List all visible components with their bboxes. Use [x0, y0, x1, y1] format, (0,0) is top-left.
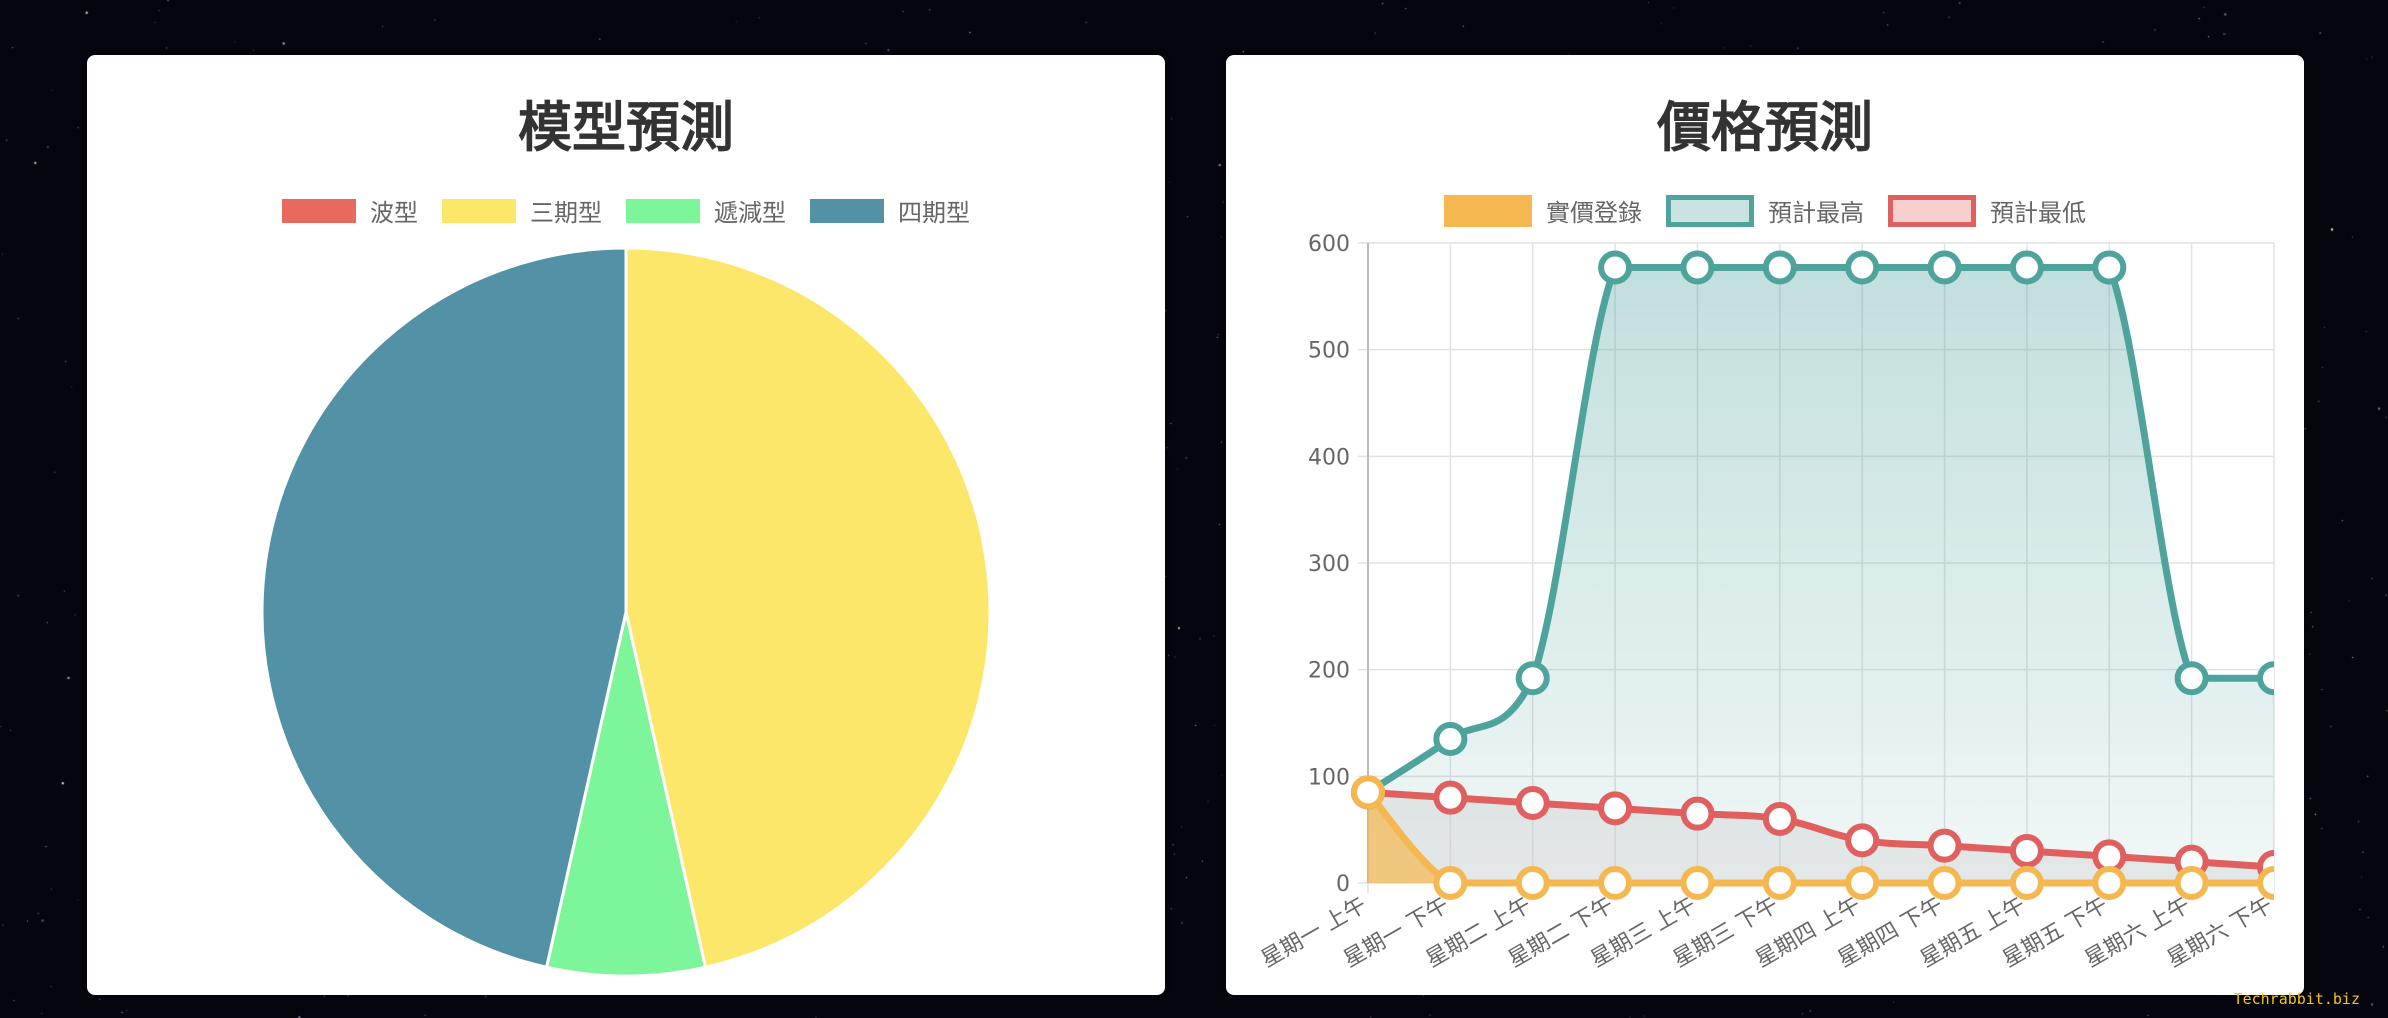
legend-label: 三期型 [530, 199, 602, 227]
legend-label: 遞減型 [714, 199, 786, 227]
pie-chart [260, 246, 992, 978]
pie-slice[interactable] [544, 611, 708, 978]
legend-label: 波型 [370, 199, 418, 227]
line-legend-item[interactable]: 預計最高 [1666, 193, 1864, 228]
pie-chart-legend: 波型 三期型 遞減型 四期型 [87, 193, 1165, 228]
pie-legend-item[interactable]: 遞減型 [626, 193, 786, 228]
y-tick-label: 100 [1308, 765, 1350, 790]
data-point[interactable] [2009, 866, 2044, 900]
data-point[interactable] [1433, 866, 1468, 900]
data-point[interactable] [1845, 823, 1880, 858]
legend-label: 預計最高 [1768, 199, 1864, 227]
pie-legend-item[interactable]: 波型 [282, 193, 418, 228]
series-area [1368, 792, 2274, 883]
data-point[interactable] [2257, 866, 2288, 900]
price-prediction-card: 價格預測 實價登錄 預計最高 預計最低 0 100 200 300 400 500 600 星期一… [1226, 55, 2304, 995]
watermark: Techrabbit.biz [2233, 990, 2360, 1008]
data-point[interactable] [1927, 250, 1962, 285]
line-chart-title: 價格預測 [1657, 96, 1873, 159]
data-point[interactable] [1680, 250, 1715, 285]
data-point[interactable] [1598, 250, 1633, 285]
model-prediction-card: 模型預測 波型 三期型 遞減型 四期型 [87, 55, 1165, 995]
data-point[interactable] [1927, 828, 1962, 863]
legend-label: 實價登錄 [1546, 199, 1642, 227]
legend-swatch [626, 198, 700, 223]
legend-swatch [282, 198, 356, 223]
data-point[interactable] [1845, 250, 1880, 285]
data-point[interactable] [2092, 250, 2127, 285]
data-point[interactable] [1762, 802, 1797, 836]
legend-swatch [1666, 194, 1754, 227]
data-point[interactable] [1762, 866, 1797, 900]
legend-label: 四期型 [898, 199, 970, 227]
pie-legend-item[interactable]: 四期型 [810, 193, 970, 228]
data-point[interactable] [1845, 866, 1880, 900]
data-point[interactable] [2009, 250, 2044, 285]
data-point[interactable] [1351, 775, 1385, 810]
legend-swatch [1444, 194, 1532, 227]
y-tick-label: 600 [1308, 232, 1350, 257]
data-point[interactable] [1680, 866, 1715, 900]
legend-swatch [1888, 194, 1976, 227]
y-tick-label: 500 [1308, 339, 1350, 364]
data-point[interactable] [1433, 780, 1468, 815]
data-point[interactable] [1598, 866, 1633, 900]
data-point[interactable] [1598, 791, 1633, 826]
y-tick-label: 300 [1308, 552, 1350, 577]
data-point[interactable] [1927, 866, 1962, 900]
data-point[interactable] [1680, 796, 1715, 831]
line-legend-item[interactable]: 預計最低 [1888, 193, 2086, 228]
data-point[interactable] [1762, 250, 1797, 285]
legend-label: 預計最低 [1990, 199, 2086, 227]
data-point[interactable] [1515, 661, 1550, 696]
pie-slice[interactable] [624, 246, 992, 970]
data-point[interactable] [1433, 722, 1468, 756]
data-point[interactable] [2009, 834, 2044, 868]
legend-swatch [810, 198, 884, 223]
data-point[interactable] [1515, 866, 1550, 900]
series-area [1368, 267, 2274, 883]
data-point[interactable] [1515, 786, 1550, 820]
pie-legend-item[interactable]: 三期型 [442, 193, 602, 228]
legend-swatch [442, 198, 516, 223]
data-point[interactable] [2174, 866, 2209, 900]
pie-slice[interactable] [260, 246, 628, 970]
line-legend-item[interactable]: 實價登錄 [1444, 193, 1642, 228]
data-point[interactable] [2257, 661, 2288, 696]
y-tick-label: 200 [1308, 659, 1350, 684]
line-chart-legend: 實價登錄 預計最高 預計最低 [1226, 193, 2304, 228]
data-point[interactable] [2092, 866, 2127, 900]
y-tick-label: 0 [1336, 872, 1350, 897]
data-point[interactable] [2174, 661, 2209, 696]
pie-chart-title: 模型預測 [518, 96, 734, 159]
y-tick-label: 400 [1308, 445, 1350, 470]
